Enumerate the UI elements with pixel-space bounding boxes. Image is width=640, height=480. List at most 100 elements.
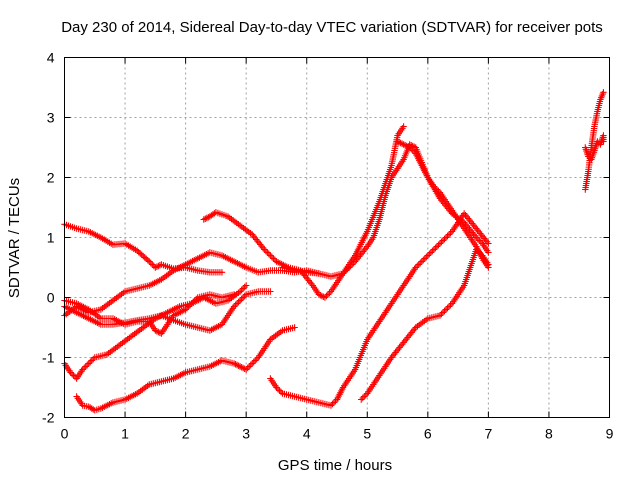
data-point [236, 288, 244, 295]
data-point [433, 186, 441, 193]
data-point [321, 294, 329, 301]
data-point [439, 309, 447, 316]
data-point [153, 263, 161, 270]
data-point [236, 297, 244, 304]
data-point [347, 262, 354, 270]
data-point [79, 366, 86, 373]
data-point [477, 238, 485, 246]
data-point [361, 393, 368, 400]
data-points [61, 89, 607, 414]
data-series [61, 291, 238, 337]
data-point [430, 246, 438, 253]
data-point [342, 267, 350, 274]
data-point [474, 235, 481, 243]
data-series [61, 288, 274, 334]
data-point [430, 183, 438, 190]
data-point [417, 259, 424, 267]
data-point [395, 139, 403, 146]
data-point [265, 250, 273, 258]
data-series [582, 132, 607, 163]
data-point [406, 144, 413, 151]
data-point [203, 214, 211, 222]
data-point [436, 240, 444, 247]
data-point [149, 261, 156, 268]
data-point [444, 304, 451, 312]
data-point [155, 262, 162, 270]
data-point [398, 140, 406, 147]
data-point [432, 244, 439, 252]
data-point [238, 364, 245, 371]
data-series [394, 138, 492, 271]
data-point [261, 246, 268, 253]
data-point [324, 291, 332, 298]
data-series [61, 249, 323, 319]
data-point [476, 237, 483, 244]
data-point [141, 254, 148, 261]
data-point [485, 240, 492, 247]
data-series [61, 282, 250, 382]
data-point [441, 307, 448, 315]
data-point [68, 370, 76, 378]
data-point [140, 252, 147, 260]
data-point [232, 301, 239, 309]
data-point [239, 285, 247, 292]
data-point [341, 268, 348, 276]
data-point [442, 234, 450, 241]
data-point [245, 363, 253, 370]
data-point [317, 292, 324, 299]
data-point [136, 250, 144, 257]
data-point [267, 252, 274, 259]
data-point [70, 372, 77, 379]
data-point [241, 283, 248, 291]
data-point [400, 123, 407, 130]
data-series [73, 324, 298, 414]
data-point [438, 238, 445, 246]
data-point [235, 298, 242, 306]
data-point [135, 248, 142, 256]
data-point [600, 138, 607, 145]
data-point [323, 292, 330, 300]
data-point [230, 360, 238, 367]
y-axis-label: SDTVAR / TECUs [6, 178, 23, 298]
data-point [233, 361, 241, 369]
data-point [330, 399, 338, 406]
data-point [411, 148, 418, 156]
data-point [424, 252, 432, 259]
data-point [401, 142, 409, 149]
data-point [291, 324, 298, 331]
data-series [200, 123, 407, 301]
x-tick-label: 7 [484, 426, 492, 442]
data-point [418, 258, 425, 265]
data-point [429, 247, 436, 255]
data-point [236, 363, 244, 370]
data-point [241, 292, 248, 300]
x-tick-label: 8 [545, 426, 553, 442]
data-point [585, 153, 592, 160]
data-point [344, 265, 351, 273]
y-tick-label: 1 [47, 230, 55, 246]
data-point [447, 301, 454, 309]
data-point [147, 259, 154, 267]
data-point [394, 138, 401, 145]
data-point [345, 264, 353, 271]
data-point [264, 249, 271, 256]
data-point [202, 215, 209, 222]
data-point [426, 250, 433, 258]
data-point [332, 397, 339, 405]
x-tick-label: 9 [606, 426, 614, 442]
data-point [90, 355, 97, 363]
data-point [485, 264, 492, 271]
data-point [447, 229, 454, 237]
data-point [276, 387, 283, 394]
plot-frame [64, 57, 610, 418]
data-point [403, 142, 410, 150]
x-tick-label: 4 [303, 426, 311, 442]
data-point [242, 366, 250, 373]
data-point [435, 187, 442, 195]
data-point [397, 139, 404, 147]
data-point [348, 261, 356, 268]
data-point [249, 360, 256, 367]
data-point [414, 262, 421, 270]
data-point [362, 391, 369, 399]
data-point [138, 251, 145, 258]
